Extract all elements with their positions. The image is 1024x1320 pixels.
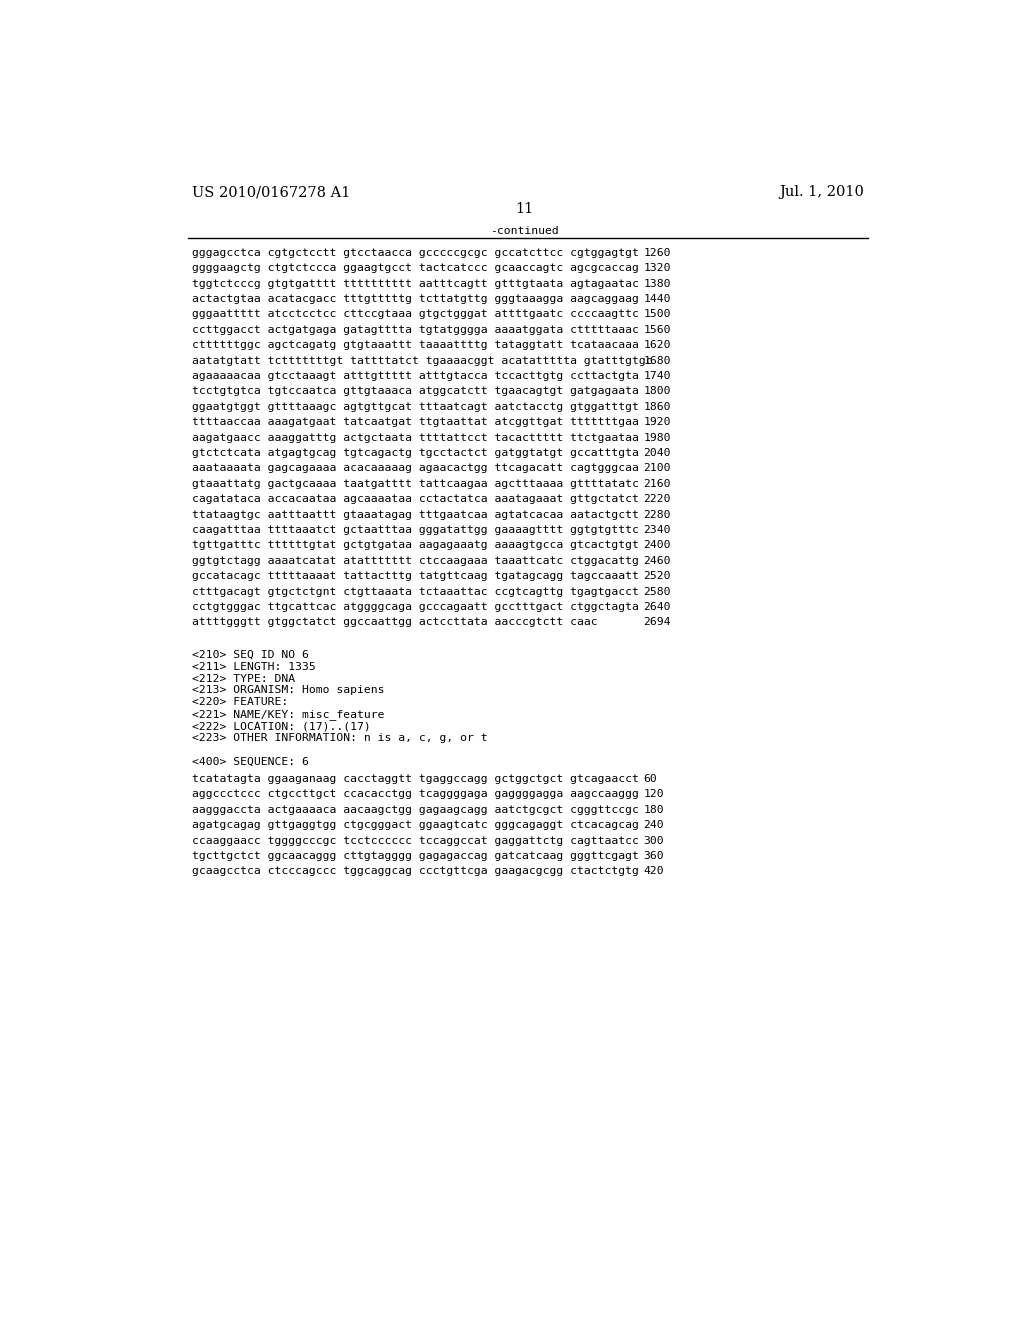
Text: ccaaggaacc tggggcccgc tcctcccccc tccaggccat gaggattctg cagttaatcc: ccaaggaacc tggggcccgc tcctcccccc tccaggc… (191, 836, 638, 846)
Text: agaaaaacaa gtcctaaagt atttgttttt atttgtacca tccacttgtg ccttactgta: agaaaaacaa gtcctaaagt atttgttttt atttgta… (191, 371, 638, 381)
Text: aatatgtatt tctttttttgt tattttatct tgaaaacggt acatattttta gtatttgtgc: aatatgtatt tctttttttgt tattttatct tgaaaa… (191, 355, 652, 366)
Text: 60: 60 (643, 774, 657, 784)
Text: cttttttggc agctcagatg gtgtaaattt taaaattttg tataggtatt tcataacaaa: cttttttggc agctcagatg gtgtaaattt taaaatt… (191, 341, 638, 350)
Text: 120: 120 (643, 789, 664, 800)
Text: <223> OTHER INFORMATION: n is a, c, g, or t: <223> OTHER INFORMATION: n is a, c, g, o… (191, 733, 487, 743)
Text: 1320: 1320 (643, 263, 671, 273)
Text: gtaaattatg gactgcaaaa taatgatttt tattcaagaa agctttaaaa gttttatatc: gtaaattatg gactgcaaaa taatgatttt tattcaa… (191, 479, 638, 488)
Text: gggaattttt atcctcctcc cttccgtaaa gtgctgggat attttgaatc ccccaagttc: gggaattttt atcctcctcc cttccgtaaa gtgctgg… (191, 309, 638, 319)
Text: 2160: 2160 (643, 479, 671, 488)
Text: 1500: 1500 (643, 309, 671, 319)
Text: 2100: 2100 (643, 463, 671, 474)
Text: ggtgtctagg aaaatcatat atattttttt ctccaagaaa taaattcatc ctggacattg: ggtgtctagg aaaatcatat atattttttt ctccaag… (191, 556, 638, 566)
Text: agatgcagag gttgaggtgg ctgcgggact ggaagtcatc gggcagaggt ctcacagcag: agatgcagag gttgaggtgg ctgcgggact ggaagtc… (191, 820, 638, 830)
Text: tggtctcccg gtgtgatttt tttttttttt aatttcagtt gtttgtaata agtagaatac: tggtctcccg gtgtgatttt tttttttttt aatttca… (191, 279, 638, 289)
Text: <400> SEQUENCE: 6: <400> SEQUENCE: 6 (191, 758, 308, 767)
Text: <212> TYPE: DNA: <212> TYPE: DNA (191, 673, 295, 684)
Text: 1620: 1620 (643, 341, 671, 350)
Text: <221> NAME/KEY: misc_feature: <221> NAME/KEY: misc_feature (191, 709, 384, 721)
Text: US 2010/0167278 A1: US 2010/0167278 A1 (191, 185, 350, 199)
Text: ccttggacct actgatgaga gatagtttta tgtatgggga aaaatggata ctttttaaac: ccttggacct actgatgaga gatagtttta tgtatgg… (191, 325, 638, 335)
Text: attttgggtt gtggctatct ggccaattgg actccttata aacccgtctt caac: attttgggtt gtggctatct ggccaattgg actcctt… (191, 618, 597, 627)
Text: 1740: 1740 (643, 371, 671, 381)
Text: 11: 11 (516, 202, 534, 216)
Text: tcatatagta ggaaganaag cacctaggtt tgaggccagg gctggctgct gtcagaacct: tcatatagta ggaaganaag cacctaggtt tgaggcc… (191, 774, 638, 784)
Text: 2520: 2520 (643, 572, 671, 581)
Text: 1380: 1380 (643, 279, 671, 289)
Text: tcctgtgtca tgtccaatca gttgtaaaca atggcatctt tgaacagtgt gatgagaata: tcctgtgtca tgtccaatca gttgtaaaca atggcat… (191, 387, 638, 396)
Text: <222> LOCATION: (17)..(17): <222> LOCATION: (17)..(17) (191, 721, 371, 731)
Text: 300: 300 (643, 836, 664, 846)
Text: tgcttgctct ggcaacaggg cttgtagggg gagagaccag gatcatcaag gggttcgagt: tgcttgctct ggcaacaggg cttgtagggg gagagac… (191, 851, 638, 861)
Text: 2400: 2400 (643, 540, 671, 550)
Text: 1260: 1260 (643, 248, 671, 257)
Text: <210> SEQ ID NO 6: <210> SEQ ID NO 6 (191, 649, 308, 660)
Text: cagatataca accacaataa agcaaaataa cctactatca aaatagaaat gttgctatct: cagatataca accacaataa agcaaaataa cctacta… (191, 494, 638, 504)
Text: cctgtgggac ttgcattcac atggggcaga gcccagaatt gcctttgact ctggctagta: cctgtgggac ttgcattcac atggggcaga gcccaga… (191, 602, 638, 612)
Text: <220> FEATURE:: <220> FEATURE: (191, 697, 288, 708)
Text: aggccctccc ctgccttgct ccacacctgg tcaggggaga gaggggagga aagccaaggg: aggccctccc ctgccttgct ccacacctgg tcagggg… (191, 789, 638, 800)
Text: <211> LENGTH: 1335: <211> LENGTH: 1335 (191, 661, 315, 672)
Text: 240: 240 (643, 820, 664, 830)
Text: 2640: 2640 (643, 602, 671, 612)
Text: gcaagcctca ctcccagccc tggcaggcag ccctgttcga gaagacgcgg ctactctgtg: gcaagcctca ctcccagccc tggcaggcag ccctgtt… (191, 866, 638, 876)
Text: 1920: 1920 (643, 417, 671, 428)
Text: 1800: 1800 (643, 387, 671, 396)
Text: caagatttaa ttttaaatct gctaatttaa gggatattgg gaaaagtttt ggtgtgtttc: caagatttaa ttttaaatct gctaatttaa gggatat… (191, 525, 638, 535)
Text: -continued: -continued (490, 226, 559, 236)
Text: 360: 360 (643, 851, 664, 861)
Text: 180: 180 (643, 805, 664, 814)
Text: aagatgaacc aaaggatttg actgctaata ttttattcct tacacttttt ttctgaataa: aagatgaacc aaaggatttg actgctaata ttttatt… (191, 433, 638, 442)
Text: 2220: 2220 (643, 494, 671, 504)
Text: 2280: 2280 (643, 510, 671, 520)
Text: 420: 420 (643, 866, 664, 876)
Text: 1860: 1860 (643, 401, 671, 412)
Text: tgttgatttc ttttttgtat gctgtgataa aagagaaatg aaaagtgcca gtcactgtgt: tgttgatttc ttttttgtat gctgtgataa aagagaa… (191, 540, 638, 550)
Text: 2040: 2040 (643, 447, 671, 458)
Text: 2340: 2340 (643, 525, 671, 535)
Text: ctttgacagt gtgctctgnt ctgttaaata tctaaattac ccgtcagttg tgagtgacct: ctttgacagt gtgctctgnt ctgttaaata tctaaat… (191, 586, 638, 597)
Text: actactgtaa acatacgacc tttgtttttg tcttatgttg gggtaaagga aagcaggaag: actactgtaa acatacgacc tttgtttttg tcttatg… (191, 294, 638, 304)
Text: 1980: 1980 (643, 433, 671, 442)
Text: 2580: 2580 (643, 586, 671, 597)
Text: 2694: 2694 (643, 618, 671, 627)
Text: ggggaagctg ctgtctccca ggaagtgcct tactcatccc gcaaccagtc agcgcaccag: ggggaagctg ctgtctccca ggaagtgcct tactcat… (191, 263, 638, 273)
Text: gccatacagc tttttaaaat tattactttg tatgttcaag tgatagcagg tagccaaatt: gccatacagc tttttaaaat tattactttg tatgttc… (191, 572, 638, 581)
Text: 1680: 1680 (643, 355, 671, 366)
Text: Jul. 1, 2010: Jul. 1, 2010 (779, 185, 864, 199)
Text: gtctctcata atgagtgcag tgtcagactg tgcctactct gatggtatgt gccatttgta: gtctctcata atgagtgcag tgtcagactg tgcctac… (191, 447, 638, 458)
Text: aaataaaata gagcagaaaa acacaaaaag agaacactgg ttcagacatt cagtgggcaa: aaataaaata gagcagaaaa acacaaaaag agaacac… (191, 463, 638, 474)
Text: 1560: 1560 (643, 325, 671, 335)
Text: <213> ORGANISM: Homo sapiens: <213> ORGANISM: Homo sapiens (191, 685, 384, 696)
Text: 2460: 2460 (643, 556, 671, 566)
Text: 1440: 1440 (643, 294, 671, 304)
Text: ggaatgtggt gttttaaagc agtgttgcat tttaatcagt aatctacctg gtggatttgt: ggaatgtggt gttttaaagc agtgttgcat tttaatc… (191, 401, 638, 412)
Text: ttataagtgc aatttaattt gtaaatagag tttgaatcaa agtatcacaa aatactgctt: ttataagtgc aatttaattt gtaaatagag tttgaat… (191, 510, 638, 520)
Text: aagggaccta actgaaaaca aacaagctgg gagaagcagg aatctgcgct cgggttccgc: aagggaccta actgaaaaca aacaagctgg gagaagc… (191, 805, 638, 814)
Text: ttttaaccaa aaagatgaat tatcaatgat ttgtaattat atcggttgat tttttttgaa: ttttaaccaa aaagatgaat tatcaatgat ttgtaat… (191, 417, 638, 428)
Text: gggagcctca cgtgctcctt gtcctaacca gcccccgcgc gccatcttcc cgtggagtgt: gggagcctca cgtgctcctt gtcctaacca gcccccg… (191, 248, 638, 257)
